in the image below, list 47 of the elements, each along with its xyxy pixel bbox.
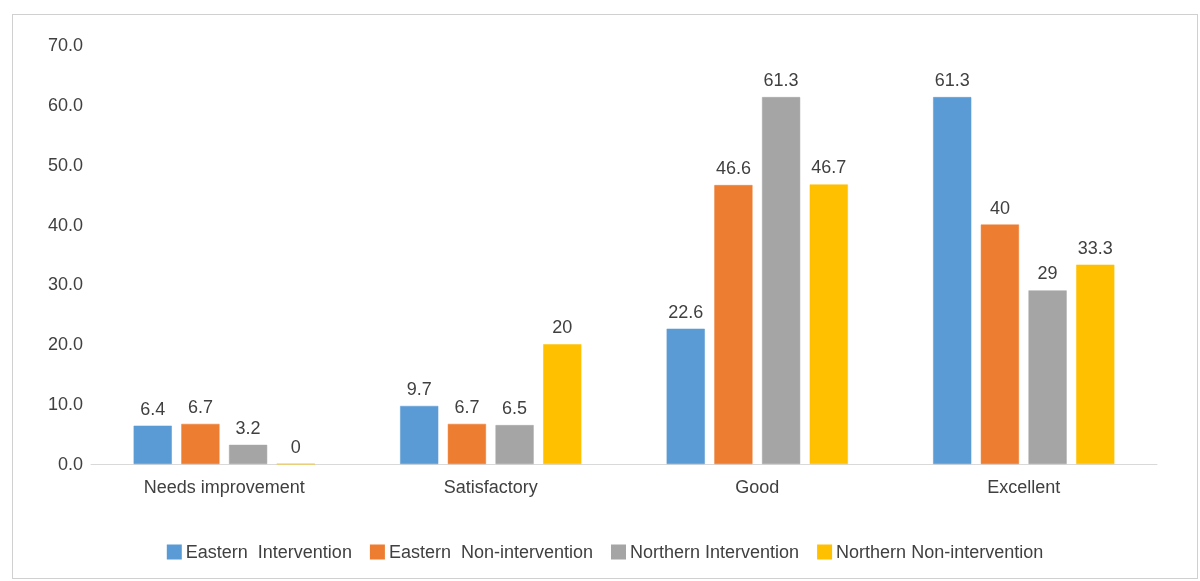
y-tick-label: 30.0 bbox=[47, 274, 83, 295]
bar bbox=[933, 97, 972, 464]
x-tick-label: Satisfactory bbox=[443, 477, 538, 497]
bar bbox=[133, 425, 172, 464]
y-tick-label: 70.0 bbox=[47, 35, 83, 55]
data-label: 46.6 bbox=[715, 158, 751, 179]
data-label: 3.2 bbox=[235, 417, 261, 438]
bar bbox=[229, 444, 268, 464]
bar bbox=[543, 344, 582, 464]
x-tick-label: Excellent bbox=[987, 477, 1061, 497]
legend-label: Northern Non-intervention bbox=[836, 542, 1044, 562]
data-label: 6.5 bbox=[502, 398, 528, 419]
y-tick-label: 60.0 bbox=[47, 94, 83, 115]
data-label: 9.7 bbox=[406, 378, 432, 399]
bar bbox=[447, 423, 486, 464]
data-label: 29 bbox=[1037, 263, 1058, 284]
data-label: 40 bbox=[989, 197, 1010, 218]
bar bbox=[400, 405, 439, 464]
y-tick-label: 50.0 bbox=[47, 154, 83, 175]
legend-label: Eastern Intervention bbox=[185, 542, 352, 562]
y-tick-label: 0.0 bbox=[57, 454, 83, 474]
y-tick-label: 40.0 bbox=[47, 214, 83, 235]
bar bbox=[1028, 290, 1067, 464]
y-tick-label: 20.0 bbox=[47, 334, 83, 355]
x-tick-label: Good bbox=[735, 477, 780, 497]
bar bbox=[666, 328, 705, 464]
x-tick-label: Needs improvement bbox=[143, 477, 305, 497]
data-label: 22.6 bbox=[668, 301, 704, 322]
data-label: 20 bbox=[552, 317, 573, 338]
data-label: 61.3 bbox=[763, 70, 799, 91]
y-tick-label: 10.0 bbox=[47, 394, 83, 415]
data-label: 6.7 bbox=[454, 396, 480, 417]
bar bbox=[1076, 264, 1115, 464]
data-label: 46.7 bbox=[811, 157, 847, 178]
bar bbox=[809, 184, 848, 464]
bar bbox=[495, 425, 534, 464]
data-label: 61.3 bbox=[934, 70, 970, 91]
data-label: 6.4 bbox=[140, 398, 166, 419]
legend-label: Northern Intervention bbox=[630, 542, 800, 562]
bar bbox=[181, 423, 220, 464]
bar bbox=[980, 224, 1019, 464]
data-label: 6.7 bbox=[187, 396, 213, 417]
bar bbox=[762, 97, 801, 464]
legend-label: Eastern Non-intervention bbox=[388, 542, 593, 562]
data-label: 0 bbox=[290, 436, 301, 457]
bar bbox=[714, 185, 753, 464]
data-label: 33.3 bbox=[1077, 237, 1113, 258]
